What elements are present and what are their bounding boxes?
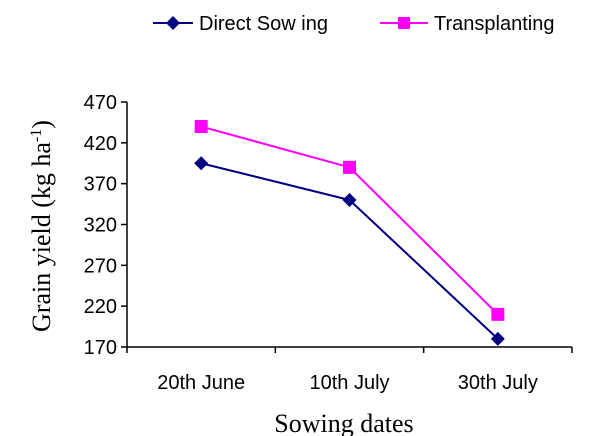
legend-marker-direct-sowing [166, 16, 180, 30]
series-layer [194, 120, 505, 346]
x-axis-title: Sowing dates [274, 409, 413, 436]
y-tick-label: 170 [84, 337, 117, 359]
point-transplanting [194, 120, 208, 133]
point-direct-sow-ing [342, 193, 357, 207]
y-tick-label: 220 [84, 296, 117, 318]
y-tick-label: 320 [84, 215, 117, 237]
series-line-direct-sow-ing [348, 199, 499, 340]
y-tick-label: 270 [84, 255, 117, 277]
y-tick-label: 470 [84, 92, 117, 114]
point-transplanting [343, 160, 356, 174]
series-line-direct-sow-ing [200, 162, 350, 201]
y-axis-title-main: Grain yield (kg ha [27, 142, 56, 332]
x-tick-label: 10th July [309, 372, 389, 394]
y-ticks: 170 220 270 320 370 420 470 [84, 92, 127, 359]
y-tick-label: 420 [84, 133, 117, 155]
series-line-transplanting [200, 125, 350, 169]
point-direct-sow-ing [194, 156, 209, 171]
legend-label-direct-sowing: Direct Sow ing [199, 13, 328, 35]
x-tick-label: 30th July [458, 372, 538, 394]
y-axis-title-suffix: ) [27, 120, 56, 129]
y-tick-label: 370 [84, 174, 117, 196]
point-direct-sow-ing [490, 331, 505, 346]
legend-marker-transplanting [398, 17, 410, 29]
x-ticks: 20th June 10th July 30th July [126, 347, 573, 394]
y-axis-title-superscript: -1 [28, 129, 45, 142]
legend-label-transplanting: Transplanting [434, 13, 554, 35]
legend: Direct Sow ing Transplanting [153, 13, 554, 35]
y-axis-title: Grain yield (kg ha-1) [27, 120, 56, 332]
x-tick-label: 20th June [157, 372, 245, 394]
point-transplanting [491, 307, 505, 321]
series-line-transplanting [348, 166, 499, 316]
